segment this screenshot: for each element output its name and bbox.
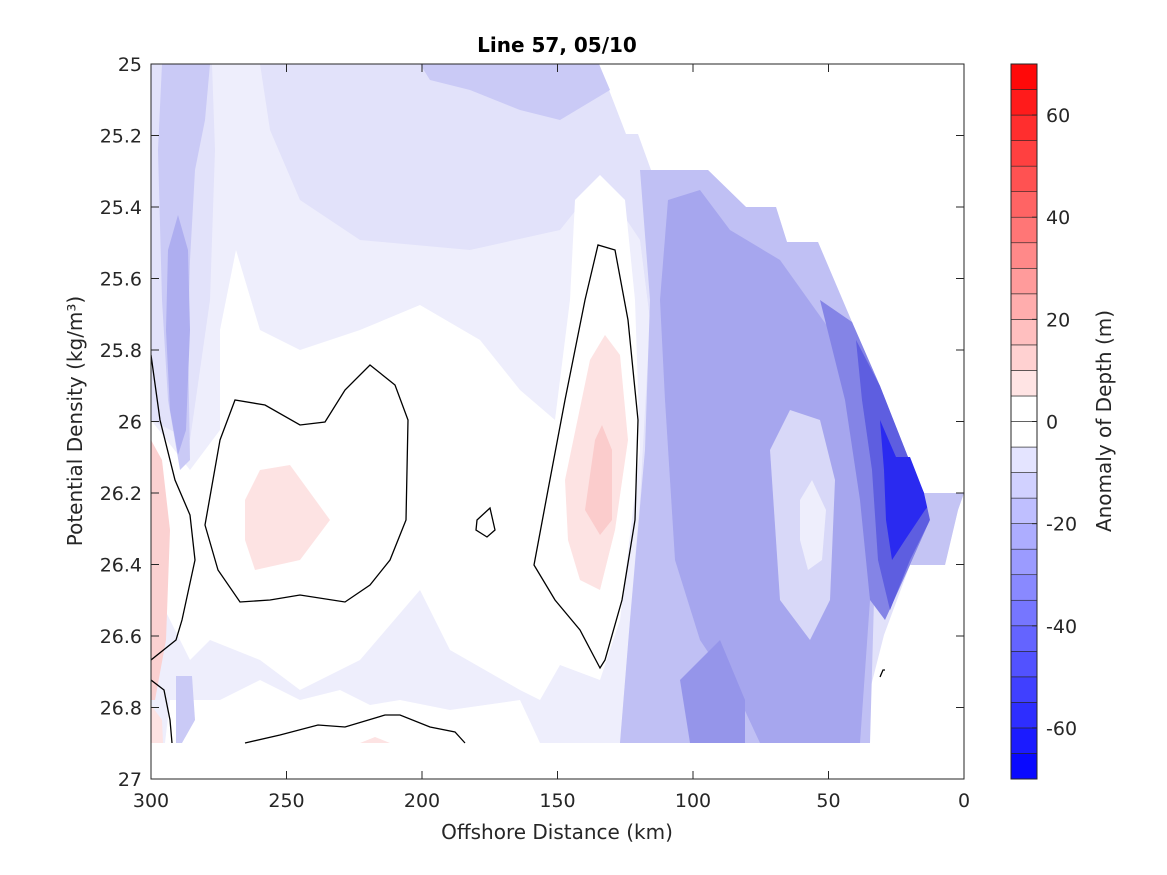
colorbar-level xyxy=(1010,599,1038,627)
colorbar-level xyxy=(1010,753,1038,780)
colorbar-level xyxy=(1010,344,1038,371)
x-tick-label: 100 xyxy=(675,790,711,812)
zero-contour xyxy=(879,669,885,678)
y-tick-label: 25.4 xyxy=(100,197,142,219)
colorbar-tick-label: -40 xyxy=(1046,616,1077,638)
colorbar-level xyxy=(1010,242,1038,269)
x-tick-label: 50 xyxy=(816,790,840,812)
weak-minimum-core xyxy=(800,480,826,570)
colorbar-level xyxy=(1010,727,1038,754)
colorbar-label: Anomaly of Depth (m) xyxy=(1092,310,1116,532)
colorbar-level xyxy=(1010,446,1038,473)
zero-contours xyxy=(151,244,885,744)
colorbar-level xyxy=(1010,165,1038,192)
negative-anomaly-offshore-column-core xyxy=(166,215,190,455)
zero-contour xyxy=(151,679,173,744)
colorbar-level xyxy=(1010,625,1038,652)
zero-contour xyxy=(151,354,196,661)
contour-field xyxy=(151,64,964,744)
negative-anomaly-core xyxy=(880,420,940,560)
y-axis: 25 25.2 25.4 25.6 25.8 26 26.2 26.4 26.6 26.8 27 xyxy=(100,54,964,791)
colorbar-level xyxy=(1010,63,1038,90)
colorbar-level xyxy=(1010,574,1038,601)
x-tick-label: 200 xyxy=(404,790,440,812)
colorbar-level xyxy=(1010,191,1038,218)
y-tick-label: 25.8 xyxy=(100,340,142,362)
colorbar-level xyxy=(1010,140,1038,167)
colorbar-tick-label: -60 xyxy=(1046,718,1077,740)
chart-title: Line 57, 05/10 xyxy=(477,33,637,57)
x-tick-label: 300 xyxy=(133,790,169,812)
y-tick-label: 26.2 xyxy=(100,483,142,505)
colorbar-tick-label: 20 xyxy=(1046,309,1070,331)
colorbar-level xyxy=(1010,370,1038,397)
colorbar-level xyxy=(1010,472,1038,499)
y-tick-label: 25.6 xyxy=(100,269,142,291)
colorbar-level xyxy=(1010,114,1038,141)
colorbar-tick-label: 40 xyxy=(1046,207,1070,229)
negative-anomaly-coastal-fringe xyxy=(910,493,964,565)
y-tick-label: 25 xyxy=(118,54,142,76)
positive-anomaly-core-2 xyxy=(585,425,612,535)
y-axis-label: Potential Density (kg/m³) xyxy=(63,296,87,547)
y-tick-label: 26.8 xyxy=(100,698,142,720)
colorbar-level xyxy=(1010,702,1038,729)
colorbar-level xyxy=(1010,267,1038,295)
negative-anomaly-top-band xyxy=(420,64,610,120)
x-axis-label: Offshore Distance (km) xyxy=(441,820,673,844)
x-tick-label: 250 xyxy=(268,790,304,812)
x-tick-label: 150 xyxy=(539,790,575,812)
colorbar-tick-label: -20 xyxy=(1046,514,1077,536)
positive-anomaly-edge-bottom xyxy=(151,705,163,743)
colorbar-level xyxy=(1010,523,1038,550)
positive-anomaly-edge xyxy=(151,440,170,700)
y-tick-label: 25.2 xyxy=(100,126,142,148)
colorbar-level xyxy=(1010,651,1038,678)
y-tick-label: 27 xyxy=(118,769,142,791)
colorbar xyxy=(1010,63,1038,780)
colorbar-tick-label: 60 xyxy=(1046,105,1070,127)
colorbar-level xyxy=(1010,293,1038,320)
negative-anomaly-band-deep xyxy=(680,640,745,743)
zero-contour xyxy=(475,506,496,538)
y-tick-label: 26.6 xyxy=(100,626,142,648)
y-tick-label: 26.4 xyxy=(100,555,142,577)
contour-band-zero xyxy=(151,175,640,700)
colorbar-tick-label: 0 xyxy=(1046,412,1058,434)
colorbar-level xyxy=(1010,497,1038,524)
negative-anomaly-offshore-spot xyxy=(176,676,195,743)
zero-contour xyxy=(204,364,409,603)
zero-contour xyxy=(533,244,639,670)
positive-anomaly-lobe-1 xyxy=(245,465,330,570)
colorbar-level xyxy=(1010,216,1038,244)
contour-band-zero-bottom xyxy=(165,680,540,743)
colorbar-level xyxy=(1010,421,1038,448)
colorbar-level xyxy=(1010,548,1038,576)
colorbar-axis: 60 40 20 0 -20 -40 -60 xyxy=(1032,105,1077,740)
y-tick-label: 26 xyxy=(118,412,142,434)
colorbar-level xyxy=(1010,395,1038,422)
colorbar-level xyxy=(1010,676,1038,703)
positive-anomaly-bottom xyxy=(360,737,390,743)
colorbar-level xyxy=(1010,319,1038,346)
x-axis: 300 250 200 150 100 50 0 xyxy=(133,64,970,812)
x-tick-label: 0 xyxy=(958,790,970,812)
zero-contour xyxy=(244,714,466,744)
colorbar-level xyxy=(1010,89,1038,116)
